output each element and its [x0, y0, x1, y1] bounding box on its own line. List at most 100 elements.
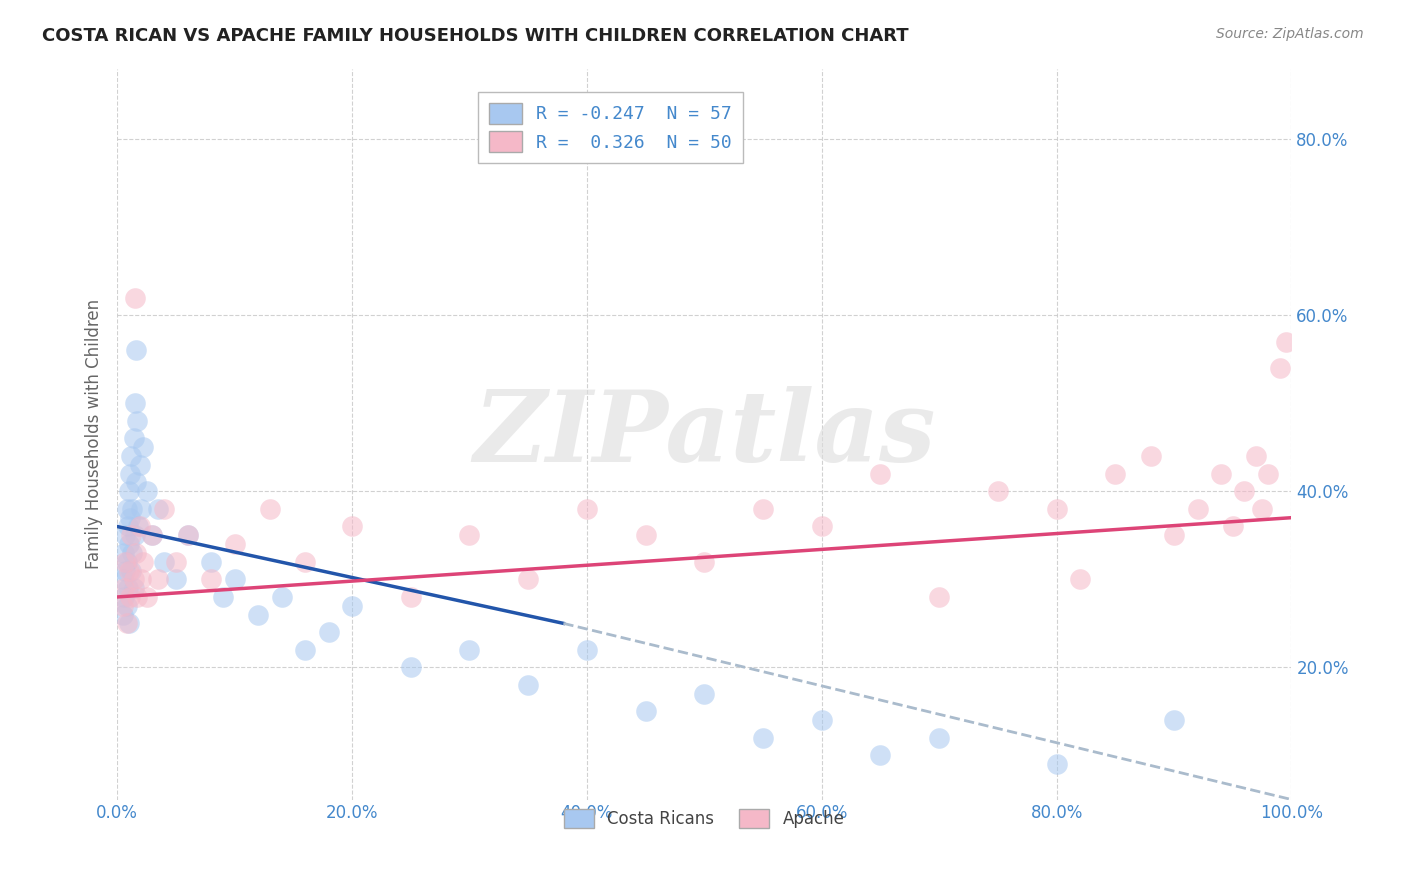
Point — [112, 581, 135, 595]
Point — [869, 467, 891, 481]
Point — [115, 501, 138, 516]
Point — [1209, 467, 1232, 481]
Point — [129, 572, 152, 586]
Point — [124, 528, 146, 542]
Point — [112, 599, 135, 613]
Point — [200, 572, 222, 586]
Point — [1045, 757, 1067, 772]
Point — [928, 590, 950, 604]
Point — [1163, 713, 1185, 727]
Point — [118, 484, 141, 499]
Point — [117, 581, 139, 595]
Point — [121, 546, 143, 560]
Point — [340, 599, 363, 613]
Point — [575, 642, 598, 657]
Point — [1244, 449, 1267, 463]
Point — [200, 555, 222, 569]
Point — [128, 458, 150, 472]
Point — [115, 599, 138, 613]
Point — [148, 501, 170, 516]
Point — [128, 519, 150, 533]
Point — [270, 590, 292, 604]
Legend: Costa Ricans, Apache: Costa Ricans, Apache — [557, 803, 851, 835]
Point — [1104, 467, 1126, 481]
Point — [153, 555, 176, 569]
Point — [810, 713, 832, 727]
Point — [115, 555, 138, 569]
Point — [153, 501, 176, 516]
Point — [112, 546, 135, 560]
Point — [114, 555, 136, 569]
Point — [141, 528, 163, 542]
Point — [1069, 572, 1091, 586]
Point — [928, 731, 950, 745]
Point — [752, 501, 775, 516]
Point — [1045, 501, 1067, 516]
Point — [458, 528, 481, 542]
Point — [125, 475, 148, 490]
Point — [120, 564, 142, 578]
Y-axis label: Family Households with Children: Family Households with Children — [86, 299, 103, 569]
Point — [1274, 334, 1296, 349]
Point — [1233, 484, 1256, 499]
Point — [115, 616, 138, 631]
Point — [120, 528, 142, 542]
Point — [1257, 467, 1279, 481]
Point — [1268, 361, 1291, 376]
Point — [118, 616, 141, 631]
Point — [127, 414, 149, 428]
Point — [114, 564, 136, 578]
Point — [118, 537, 141, 551]
Point — [634, 705, 657, 719]
Point — [124, 291, 146, 305]
Point — [112, 607, 135, 622]
Point — [129, 501, 152, 516]
Point — [987, 484, 1010, 499]
Point — [340, 519, 363, 533]
Point — [1222, 519, 1244, 533]
Point — [517, 572, 540, 586]
Point — [294, 555, 316, 569]
Point — [294, 642, 316, 657]
Text: Source: ZipAtlas.com: Source: ZipAtlas.com — [1216, 27, 1364, 41]
Point — [1163, 528, 1185, 542]
Point — [118, 564, 141, 578]
Point — [121, 501, 143, 516]
Point — [1187, 501, 1209, 516]
Point — [122, 572, 145, 586]
Point — [120, 449, 142, 463]
Point — [124, 396, 146, 410]
Point — [752, 731, 775, 745]
Point — [318, 625, 340, 640]
Point — [122, 432, 145, 446]
Point — [135, 590, 157, 604]
Point — [122, 581, 145, 595]
Point — [212, 590, 235, 604]
Point — [176, 528, 198, 542]
Point — [869, 748, 891, 763]
Point — [224, 572, 246, 586]
Point — [693, 687, 716, 701]
Point — [125, 343, 148, 358]
Point — [141, 528, 163, 542]
Point — [634, 528, 657, 542]
Point — [132, 440, 155, 454]
Point — [135, 484, 157, 499]
Point — [112, 590, 135, 604]
Text: ZIPatlas: ZIPatlas — [474, 385, 935, 483]
Point — [120, 467, 142, 481]
Point — [127, 590, 149, 604]
Point — [517, 678, 540, 692]
Point — [132, 555, 155, 569]
Point — [1251, 501, 1274, 516]
Point — [165, 572, 187, 586]
Point — [120, 510, 142, 524]
Point — [117, 519, 139, 533]
Point — [810, 519, 832, 533]
Point — [399, 590, 422, 604]
Point — [165, 555, 187, 569]
Point — [575, 501, 598, 516]
Point — [399, 660, 422, 674]
Point — [148, 572, 170, 586]
Point — [458, 642, 481, 657]
